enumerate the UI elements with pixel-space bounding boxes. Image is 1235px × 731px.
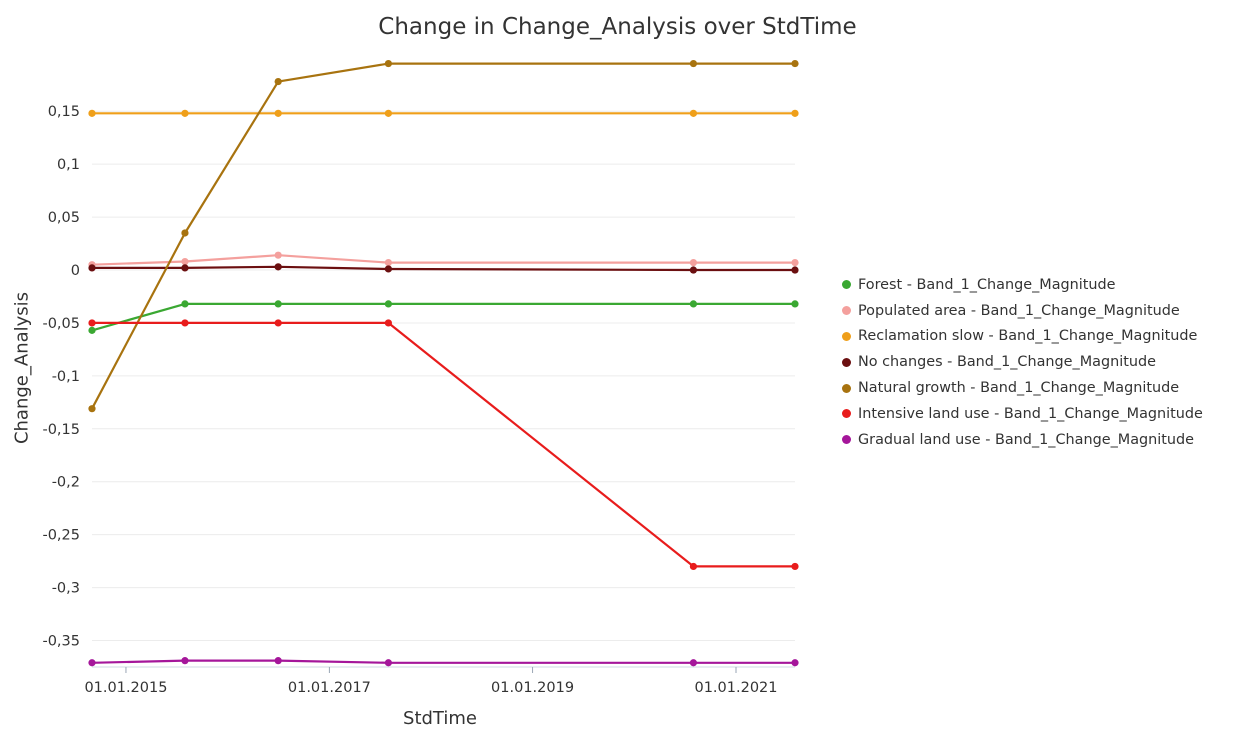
x-tick-label: 01.01.2017	[288, 680, 371, 696]
series-line-0	[91, 302, 795, 332]
x-axis-label: StdTime	[403, 708, 477, 729]
y-tick-label: 0,1	[57, 157, 80, 173]
series-point-5	[181, 319, 189, 327]
series-point-5	[791, 562, 799, 571]
series-point-4	[88, 405, 96, 413]
series-point-6	[274, 657, 282, 665]
y-tick-label: 0,05	[48, 210, 80, 226]
legend-marker	[842, 357, 851, 367]
y-tick-label: -0,25	[42, 528, 80, 544]
series-line-1	[91, 254, 795, 266]
series-point-6	[88, 659, 96, 667]
legend-label: Intensive land use - Band_1_Change_Magni…	[858, 405, 1203, 422]
series-point-3	[791, 266, 799, 274]
legend-item[interactable]: Intensive land use - Band_1_Change_Magni…	[842, 401, 1203, 427]
legend-marker	[842, 280, 851, 290]
legend-label: No changes - Band_1_Change_Magnitude	[858, 354, 1156, 371]
series-point-0	[689, 300, 698, 308]
legend-label: Natural growth - Band_1_Change_Magnitude	[858, 380, 1180, 397]
x-tick-label: 01.01.2021	[694, 680, 777, 696]
series-point-6	[384, 659, 392, 667]
series-point-3	[181, 264, 189, 272]
series-point-6	[791, 659, 799, 667]
series-point-2	[88, 109, 96, 117]
series-point-0	[274, 300, 282, 308]
y-tick-label: -0,1	[52, 369, 80, 385]
series-point-5	[88, 319, 96, 327]
series-point-4	[384, 59, 392, 68]
legend-marker	[842, 409, 851, 419]
series-point-2	[274, 109, 282, 117]
legend-marker	[842, 383, 851, 393]
series-point-2	[384, 109, 392, 117]
legend-item[interactable]: Natural growth - Band_1_Change_Magnitude	[842, 375, 1203, 401]
legend-label: Reclamation slow - Band_1_Change_Magnitu…	[858, 328, 1198, 345]
legend-marker	[842, 331, 851, 341]
legend-label: Populated area - Band_1_Change_Magnitude	[858, 302, 1180, 319]
series-point-1	[274, 251, 282, 259]
y-tick-label: 0	[71, 263, 80, 279]
legend-marker	[842, 306, 851, 316]
series-point-3	[88, 264, 96, 272]
series-point-4	[791, 59, 799, 68]
series-line-3	[92, 265, 795, 272]
series-point-3	[384, 265, 392, 273]
legend-item[interactable]: Reclamation slow - Band_1_Change_Magnitu…	[842, 324, 1203, 350]
series-point-1	[181, 257, 189, 266]
series-point-1	[384, 259, 392, 267]
y-tick-label: -0,35	[42, 634, 80, 650]
series-point-1	[791, 259, 799, 267]
legend: Forest - Band_1_Change_Magnitude Populate…	[842, 272, 1203, 453]
series-point-6	[181, 657, 189, 665]
series-point-4	[181, 229, 189, 237]
chart-title: Change in Change_Analysis over StdTime	[378, 14, 857, 40]
series-point-5	[274, 319, 282, 327]
x-tick-label: 01.01.2015	[84, 680, 167, 696]
series-point-2	[791, 109, 799, 117]
y-tick-label: -0,05	[42, 316, 80, 332]
series-line-4	[91, 62, 795, 410]
legend-label: Forest - Band_1_Change_Magnitude	[858, 276, 1116, 293]
y-tick-label: 0,15	[48, 104, 80, 120]
series-point-0	[88, 326, 96, 334]
series-point-5	[689, 562, 698, 571]
series-point-0	[181, 300, 189, 308]
series-line-6	[91, 659, 795, 664]
series-line-5	[92, 321, 795, 568]
y-tick-label: -0,3	[52, 581, 80, 597]
legend-item[interactable]: No changes - Band_1_Change_Magnitude	[842, 349, 1203, 375]
x-tick-label: 01.01.2019	[491, 680, 574, 696]
series-point-3	[689, 266, 698, 274]
series-point-3	[274, 263, 282, 271]
y-tick-label: -0,2	[52, 475, 80, 491]
series-point-1	[689, 259, 698, 267]
series-point-4	[689, 59, 698, 68]
series-point-2	[689, 109, 698, 117]
series-point-0	[791, 300, 799, 308]
y-tick-label: -0,15	[42, 422, 80, 438]
series-point-4	[274, 77, 282, 86]
legend-marker	[842, 435, 851, 445]
series-point-5	[384, 319, 392, 327]
series-point-0	[384, 300, 392, 308]
series-point-6	[689, 659, 698, 667]
legend-item[interactable]: Populated area - Band_1_Change_Magnitude	[842, 298, 1203, 324]
legend-item[interactable]: Gradual land use - Band_1_Change_Magnitu…	[842, 427, 1203, 453]
legend-item[interactable]: Forest - Band_1_Change_Magnitude	[842, 272, 1203, 298]
legend-label: Gradual land use - Band_1_Change_Magnitu…	[858, 431, 1195, 448]
series-point-2	[181, 109, 189, 117]
